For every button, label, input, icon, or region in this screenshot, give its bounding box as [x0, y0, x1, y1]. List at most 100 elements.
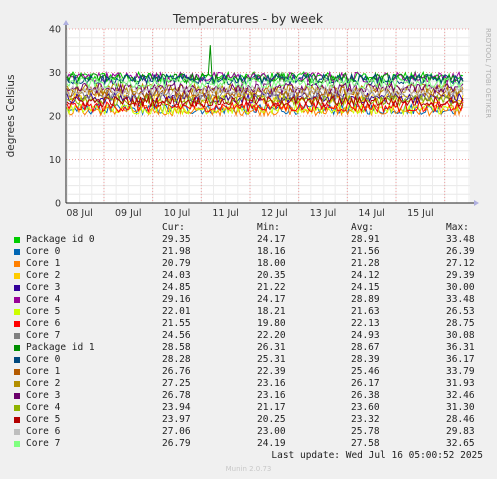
legend-series-name: Core 4	[26, 402, 61, 413]
legend-avg-value: 24.15	[351, 282, 380, 293]
series-line	[66, 85, 464, 99]
legend-max-value: 36.17	[446, 354, 475, 365]
legend-series-name: Core 6	[26, 426, 61, 437]
legend-row: Core 1 26.76 22.39 25.46 33.79	[12, 366, 492, 378]
legend-series-name: Core 0	[26, 354, 61, 365]
legend-cur-value: 20.79	[162, 258, 191, 269]
legend-max-value: 26.53	[446, 306, 475, 317]
legend-avg-value: 28.91	[351, 234, 380, 245]
series-line	[66, 94, 464, 109]
legend-series-name: Core 7	[26, 438, 61, 449]
legend-min-value: 21.17	[257, 402, 286, 413]
x-tick-label: 08 Jul	[66, 208, 93, 219]
legend-avg-value: 23.32	[351, 414, 380, 425]
legend-series-name: Package id 0	[26, 234, 95, 245]
series-line	[66, 45, 464, 86]
legend-row: Core 2 27.25 23.16 26.17 31.93	[12, 378, 492, 390]
legend-swatch	[14, 381, 20, 387]
x-tick-label: 11 Jul	[212, 208, 239, 219]
legend-row: Core 6 27.06 23.00 25.78 29.83	[12, 426, 492, 438]
legend-max-value: 32.46	[446, 390, 475, 401]
legend-series-name: Core 2	[26, 378, 61, 389]
legend-cur-value: 24.56	[162, 330, 191, 341]
legend-min-value: 18.16	[257, 246, 286, 257]
legend-header-cur: Cur:	[162, 222, 185, 233]
y-tick-label: 40	[49, 25, 61, 36]
legend-min-value: 18.00	[257, 258, 286, 269]
legend-header-max: Max:	[446, 222, 469, 233]
legend-min-value: 20.35	[257, 270, 286, 281]
legend-avg-value: 23.60	[351, 402, 380, 413]
legend-series-name: Core 5	[26, 414, 61, 425]
legend-avg-value: 22.13	[351, 318, 380, 329]
legend-row: Core 3 26.78 23.16 26.38 32.46	[12, 390, 492, 402]
legend-swatch	[14, 429, 20, 435]
legend-avg-value: 28.89	[351, 294, 380, 305]
legend-avg-value: 25.78	[351, 426, 380, 437]
legend-cur-value: 28.28	[162, 354, 191, 365]
legend-swatch	[14, 249, 20, 255]
legend-swatch	[14, 393, 20, 399]
legend-cur-value: 22.01	[162, 306, 191, 317]
legend-max-value: 33.79	[446, 366, 475, 377]
legend-row: Package id 0 29.35 24.17 28.91 33.48	[12, 234, 492, 246]
x-tick-label: 14 Jul	[358, 208, 385, 219]
legend-swatch	[14, 261, 20, 267]
legend-rows: Package id 0 29.35 24.17 28.91 33.48 Core 0 21…	[12, 234, 492, 450]
series-line	[66, 103, 464, 118]
legend-min-value: 24.17	[257, 294, 286, 305]
legend-max-value: 28.46	[446, 414, 475, 425]
legend-cur-value: 23.94	[162, 402, 191, 413]
legend-max-value: 30.00	[446, 282, 475, 293]
legend-cur-value: 26.78	[162, 390, 191, 401]
legend-max-value: 27.12	[446, 258, 475, 269]
legend-min-value: 22.39	[257, 366, 286, 377]
legend-swatch	[14, 405, 20, 411]
legend-cur-value: 24.03	[162, 270, 191, 281]
y-axis-label: degrees Celsius	[5, 75, 17, 158]
legend-series-name: Core 1	[26, 258, 61, 269]
x-tick-label: 15 Jul	[407, 208, 434, 219]
legend-series-name: Core 0	[26, 246, 61, 257]
legend-avg-value: 21.63	[351, 306, 380, 317]
legend-max-value: 26.39	[446, 246, 475, 257]
legend-header-min: Min:	[257, 222, 280, 233]
legend-avg-value: 25.46	[351, 366, 380, 377]
legend-min-value: 24.17	[257, 234, 286, 245]
legend-row: Core 7 24.56 22.20 24.93 30.08	[12, 330, 492, 342]
legend-series-name: Core 4	[26, 294, 61, 305]
legend-row: Core 0 28.28 25.31 28.39 36.17	[12, 354, 492, 366]
legend-cur-value: 27.25	[162, 378, 191, 389]
legend-max-value: 31.93	[446, 378, 475, 389]
legend-min-value: 23.16	[257, 390, 286, 401]
legend-series-name: Core 1	[26, 366, 61, 377]
legend: Cur: Min: Avg: Max: Package id 0 29.35 24.…	[12, 222, 492, 450]
legend-cur-value: 26.76	[162, 366, 191, 377]
legend-swatch	[14, 441, 20, 447]
legend-cur-value: 24.85	[162, 282, 191, 293]
x-tick-label: 13 Jul	[310, 208, 337, 219]
legend-swatch	[14, 345, 20, 351]
chart-title: Temperatures - by week	[172, 11, 324, 26]
legend-avg-value: 24.93	[351, 330, 380, 341]
legend-swatch	[14, 417, 20, 423]
x-tick-label: 12 Jul	[261, 208, 288, 219]
series-line	[66, 75, 464, 90]
legend-min-value: 18.21	[257, 306, 286, 317]
legend-avg-value: 28.67	[351, 342, 380, 353]
legend-max-value: 36.31	[446, 342, 475, 353]
y-tick-label: 20	[49, 112, 61, 123]
legend-min-value: 23.16	[257, 378, 286, 389]
legend-cur-value: 23.97	[162, 414, 191, 425]
legend-max-value: 29.83	[446, 426, 475, 437]
y-tick-label: 30	[49, 68, 61, 79]
legend-min-value: 19.80	[257, 318, 286, 329]
legend-row: Core 5 22.01 18.21 21.63 26.53	[12, 306, 492, 318]
y-tick-label: 10	[49, 155, 61, 166]
legend-avg-value: 21.56	[351, 246, 380, 257]
legend-avg-value: 26.38	[351, 390, 380, 401]
legend-cur-value: 29.16	[162, 294, 191, 305]
legend-cur-value: 21.98	[162, 246, 191, 257]
rrdtool-label: RRDTOOL / TOBI OETIKER	[484, 28, 492, 118]
legend-swatch	[14, 369, 20, 375]
